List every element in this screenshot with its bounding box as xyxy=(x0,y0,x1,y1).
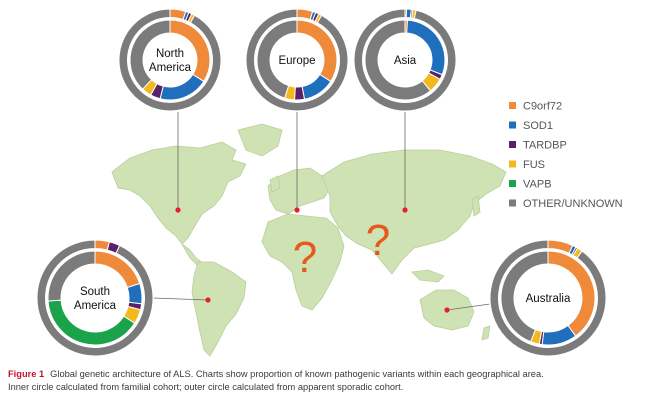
connector-south-america xyxy=(152,297,209,301)
legend-swatch-tardbp xyxy=(509,141,516,148)
outer-asia-slice-other-unknown xyxy=(353,8,457,112)
region-label-australia-0: Australia xyxy=(526,293,571,305)
legend-label-vapb: VAPB xyxy=(523,179,552,191)
marker-europe xyxy=(294,207,300,213)
donut-center-north-america xyxy=(143,33,197,87)
connectors xyxy=(152,112,491,311)
caption-line-1: Global genetic architecture of ALS. Char… xyxy=(50,369,544,379)
legend-label-other-unknown: OTHER/UNKNOWN xyxy=(523,198,623,210)
legend-swatch-other-unknown xyxy=(509,199,516,207)
donut-north-america: North America xyxy=(118,8,222,112)
legend-label-c9orf72: C9orf72 xyxy=(523,101,562,113)
donut-australia: Australia xyxy=(489,239,607,357)
map-uk xyxy=(269,175,281,193)
region-label-north-america-1: America xyxy=(149,62,192,74)
donut-center-europe xyxy=(270,33,324,87)
outer-north-america-slice-other-unknown xyxy=(118,8,222,112)
donut-center-south-america xyxy=(61,264,129,332)
map-africa xyxy=(261,213,345,311)
marker-south-america xyxy=(205,297,211,303)
legend-swatch-vapb xyxy=(509,180,516,187)
figure-label: Figure 1 xyxy=(8,369,45,379)
marker-australia xyxy=(444,307,450,313)
region-label-europe-0: Europe xyxy=(278,55,315,67)
question-mark-south-asia: ? xyxy=(366,216,390,265)
outer-south-america-slice-other-unknown xyxy=(36,239,154,357)
marker-north-america xyxy=(175,207,181,213)
donut-south-america: South America xyxy=(36,239,154,357)
map-asia xyxy=(321,149,507,275)
legend-label-fus: FUS xyxy=(523,159,545,171)
map-south-america xyxy=(191,261,247,357)
legend-swatch-sod1 xyxy=(509,121,516,129)
legend-label-sod1: SOD1 xyxy=(523,120,553,132)
outer-australia-slice-other-unknown xyxy=(489,239,607,357)
caption-line-2: Inner circle calculated from familial co… xyxy=(8,381,404,392)
donut-charts: North America Europe Asia South America Austra… xyxy=(36,8,607,357)
legend-label-tardbp: TARDBP xyxy=(523,140,567,152)
inner-asia-slice-other-unknown xyxy=(364,19,432,101)
donut-center-asia xyxy=(378,33,432,87)
connector-australia xyxy=(446,303,491,311)
location-markers xyxy=(175,207,450,313)
map-europe xyxy=(267,167,331,215)
legend-swatch-fus xyxy=(509,160,516,168)
map-greenland xyxy=(237,123,283,157)
world-map xyxy=(111,123,507,357)
region-label-south-america-0: South xyxy=(80,286,110,298)
figure-caption: Figure 1 Global genetic architecture of A… xyxy=(8,368,648,393)
marker-asia xyxy=(402,207,408,213)
map-japan xyxy=(471,195,481,217)
question-mark-africa: ? xyxy=(293,233,317,282)
region-label-asia-0: Asia xyxy=(394,55,417,67)
map-indonesia xyxy=(411,269,445,283)
unknown-markers: ?? xyxy=(293,216,390,282)
region-label-north-america-0: North xyxy=(156,48,184,60)
donut-center-australia xyxy=(514,264,582,332)
map-north-america xyxy=(111,141,247,245)
map-new-zealand xyxy=(481,325,491,341)
legend: C9orf72 SOD1 TARDBP FUS VAPB OTHER/UNKNOWN xyxy=(509,101,623,210)
outer-europe-slice-other-unknown xyxy=(245,8,349,112)
donut-asia: Asia xyxy=(353,8,457,112)
region-label-south-america-1: America xyxy=(74,300,117,312)
inner-south-america-slice-sod1 xyxy=(126,282,143,305)
legend-swatch-c9orf72 xyxy=(509,102,516,109)
donut-europe: Europe xyxy=(245,8,349,112)
